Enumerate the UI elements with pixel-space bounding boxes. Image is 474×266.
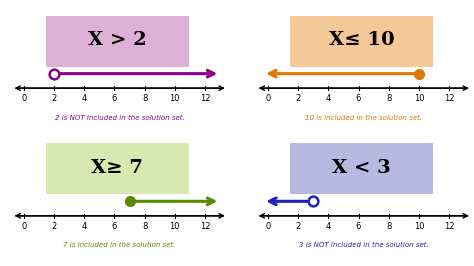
Text: X > 2: X > 2 <box>88 31 146 49</box>
Text: 2: 2 <box>51 222 56 231</box>
Text: 12: 12 <box>200 222 210 231</box>
Text: 12: 12 <box>444 222 455 231</box>
Text: 10: 10 <box>170 94 180 103</box>
FancyBboxPatch shape <box>286 143 437 195</box>
Text: 4: 4 <box>82 94 87 103</box>
Text: 10: 10 <box>170 222 180 231</box>
Text: X≥ 7: X≥ 7 <box>91 159 143 177</box>
Text: 4: 4 <box>82 222 87 231</box>
Text: 6: 6 <box>356 94 361 103</box>
Text: 10 is included in the solution set.: 10 is included in the solution set. <box>305 115 422 120</box>
Text: 8: 8 <box>142 94 147 103</box>
Text: 6: 6 <box>112 94 117 103</box>
Text: 0: 0 <box>21 222 27 231</box>
Text: 0: 0 <box>265 222 271 231</box>
Text: X≤ 10: X≤ 10 <box>328 31 394 49</box>
Text: 6: 6 <box>112 222 117 231</box>
Text: 0: 0 <box>265 94 271 103</box>
Text: 8: 8 <box>386 94 392 103</box>
Text: 2 is NOT included in the solution set.: 2 is NOT included in the solution set. <box>55 115 184 120</box>
Text: 12: 12 <box>444 94 455 103</box>
FancyBboxPatch shape <box>286 15 437 67</box>
FancyBboxPatch shape <box>42 15 193 67</box>
Text: 8: 8 <box>386 222 392 231</box>
Text: 3 is NOT included in the solution set.: 3 is NOT included in the solution set. <box>299 242 428 248</box>
Text: 4: 4 <box>326 222 331 231</box>
Text: 8: 8 <box>142 222 147 231</box>
Text: 7 is included in the solution set.: 7 is included in the solution set. <box>64 242 176 248</box>
Text: 0: 0 <box>21 94 27 103</box>
Text: 2: 2 <box>295 222 301 231</box>
FancyBboxPatch shape <box>42 143 193 195</box>
Text: 10: 10 <box>414 222 424 231</box>
Text: 2: 2 <box>51 94 56 103</box>
Text: 2: 2 <box>295 94 301 103</box>
Text: X < 3: X < 3 <box>332 159 391 177</box>
Text: 4: 4 <box>326 94 331 103</box>
Text: 10: 10 <box>414 94 424 103</box>
Text: 12: 12 <box>200 94 210 103</box>
Text: 6: 6 <box>356 222 361 231</box>
